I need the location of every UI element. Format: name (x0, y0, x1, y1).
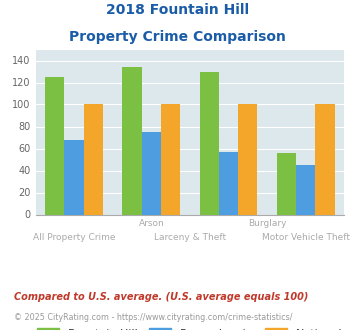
Bar (45, 77, 65, 214)
Text: © 2025 CityRating.com - https://www.cityrating.com/crime-statistics/: © 2025 CityRating.com - https://www.city… (14, 314, 293, 322)
Bar (142, 132, 161, 214)
Bar (296, 165, 315, 214)
Bar (238, 105, 257, 214)
Bar (219, 152, 238, 214)
Text: Larceny & Theft: Larceny & Theft (154, 233, 226, 242)
Text: Arson: Arson (138, 219, 164, 228)
Text: Compared to U.S. average. (U.S. average equals 100): Compared to U.S. average. (U.S. average … (14, 292, 308, 302)
Bar (200, 72, 219, 214)
Text: All Property Crime: All Property Crime (33, 233, 115, 242)
Bar (161, 105, 180, 214)
Text: Burglary: Burglary (248, 219, 286, 228)
Bar (84, 105, 103, 214)
Bar (277, 153, 296, 215)
Text: 2018 Fountain Hill: 2018 Fountain Hill (106, 3, 249, 17)
Text: Motor Vehicle Theft: Motor Vehicle Theft (262, 233, 350, 242)
Bar (315, 105, 335, 214)
Legend: Fountain Hill, Pennsylvania, National: Fountain Hill, Pennsylvania, National (32, 322, 348, 330)
Bar (65, 140, 84, 214)
Bar (122, 67, 142, 214)
Text: Property Crime Comparison: Property Crime Comparison (69, 30, 286, 44)
